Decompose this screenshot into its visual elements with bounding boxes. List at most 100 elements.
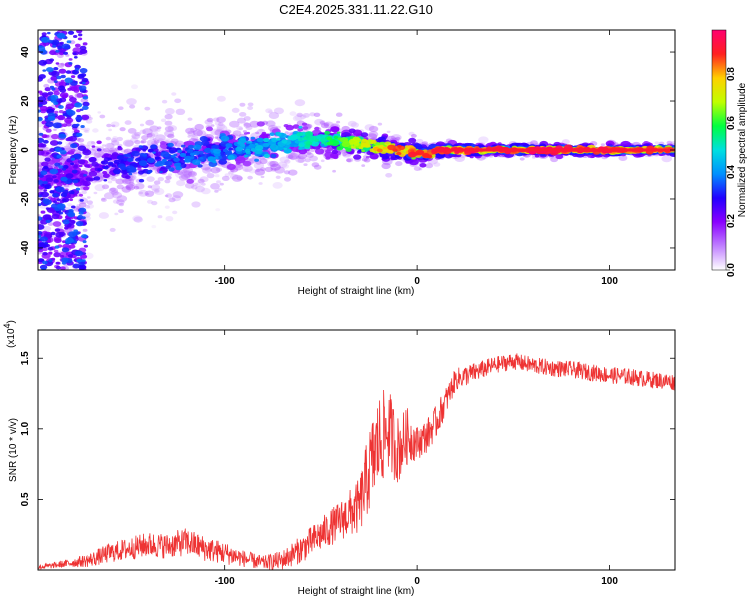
spectrogram-cell bbox=[121, 173, 129, 179]
spectrogram-cell bbox=[38, 150, 45, 156]
spectrogram-cell bbox=[55, 186, 65, 193]
spectrogram-cell bbox=[281, 163, 290, 169]
snr-y-label: SNR (10 * v/v) bbox=[8, 418, 19, 482]
spectrogram-cell bbox=[55, 265, 61, 270]
spectrogram-cell bbox=[153, 187, 165, 196]
spectrogram-cell bbox=[76, 137, 81, 141]
spectrogram-cell bbox=[83, 174, 87, 177]
spectrogram-cell bbox=[256, 137, 264, 143]
spectrogram-cell bbox=[385, 156, 390, 159]
spectrogram-cell bbox=[68, 135, 77, 142]
spectrogram-cell bbox=[56, 32, 66, 39]
spectrogram-cell bbox=[167, 133, 175, 139]
spectrogram-cell bbox=[65, 109, 73, 114]
spectrogram-cell bbox=[88, 156, 97, 163]
spectrogram-cell bbox=[111, 177, 117, 182]
spectrogram-cell bbox=[70, 143, 78, 149]
spectrogram-cell bbox=[134, 140, 141, 145]
spectrogram-cell bbox=[82, 180, 91, 187]
spectrogram-cell bbox=[61, 128, 66, 132]
spectrogram-cell bbox=[216, 123, 226, 130]
spectrogram-cell bbox=[80, 125, 85, 128]
spectrogram-cell bbox=[171, 195, 182, 202]
spectrogram-cell bbox=[109, 227, 116, 232]
spectrogram-cell bbox=[45, 174, 51, 179]
spectrogram-cell bbox=[78, 211, 84, 215]
spectrogram-cell bbox=[174, 98, 182, 104]
spectrogram-cell bbox=[38, 168, 42, 172]
spectrogram-cell bbox=[332, 169, 336, 173]
spectrogram-cell bbox=[361, 164, 366, 167]
spectrogram-cell bbox=[284, 131, 289, 134]
spectrogram-cell bbox=[187, 149, 194, 154]
spectrogram-cell bbox=[298, 143, 303, 147]
spectrogram-cell bbox=[74, 67, 80, 71]
spectrogram-cell bbox=[84, 205, 91, 209]
spectrogram-cell bbox=[59, 255, 65, 258]
spectrogram-cell bbox=[38, 180, 44, 185]
spectrogram-cell bbox=[203, 133, 209, 137]
spectrogram-cell bbox=[58, 85, 66, 91]
spectrogram-cell bbox=[201, 182, 206, 186]
spectrogram-y-tick-label: -40 bbox=[20, 240, 31, 255]
spectrogram-cell bbox=[83, 156, 88, 159]
spectrogram-cell bbox=[38, 109, 41, 113]
spectrogram-cell bbox=[161, 158, 167, 163]
spectrogram-cell bbox=[146, 157, 155, 164]
spectrogram-cell bbox=[117, 145, 122, 149]
spectrogram-cell bbox=[77, 138, 85, 143]
spectrogram-cell bbox=[57, 141, 63, 145]
spectrogram-cell bbox=[164, 126, 174, 132]
spectrogram-cell bbox=[38, 74, 46, 79]
spectrogram-cell bbox=[45, 152, 50, 155]
spectrogram-cell bbox=[201, 140, 210, 146]
spectrogram-cell bbox=[53, 67, 59, 71]
spectrogram-cell bbox=[73, 52, 77, 55]
spectrogram-cell bbox=[146, 133, 153, 138]
spectrogram-cell bbox=[320, 159, 325, 163]
spectrogram-cell bbox=[161, 99, 168, 104]
spectrogram-cell bbox=[250, 148, 257, 152]
spectrogram-cell bbox=[55, 62, 60, 65]
spectrogram-cell bbox=[71, 205, 76, 209]
spectrogram-cell bbox=[181, 169, 188, 174]
spectrogram-cell bbox=[68, 58, 73, 61]
spectrogram-cell bbox=[246, 131, 250, 135]
spectrogram-cell bbox=[65, 82, 70, 86]
spectrogram-cell bbox=[305, 152, 314, 158]
spectrogram-cell bbox=[323, 121, 334, 129]
spectrogram-cell bbox=[55, 147, 62, 152]
spectrogram-cell bbox=[61, 43, 71, 50]
spectrogram-cell bbox=[54, 238, 62, 244]
spectrogram-cell bbox=[243, 122, 250, 127]
spectrogram-cell bbox=[386, 130, 391, 133]
snr-y-tick-label: 1.0 bbox=[20, 421, 31, 435]
spectrogram-cell bbox=[242, 165, 253, 173]
spectrogram-cell bbox=[292, 115, 303, 122]
spectrogram-cell bbox=[38, 103, 43, 107]
spectrogram-cell bbox=[61, 257, 69, 263]
spectrogram-cell bbox=[70, 157, 76, 161]
spectrogram-cell bbox=[214, 174, 220, 178]
spectrogram-cell bbox=[63, 145, 72, 151]
spectrogram-cell bbox=[377, 148, 383, 153]
spectrogram-cell bbox=[57, 114, 66, 121]
spectrogram-cell bbox=[204, 167, 212, 172]
spectrogram-cell bbox=[326, 136, 333, 141]
spectrogram-cell bbox=[144, 190, 155, 197]
spectrogram-cell bbox=[39, 236, 49, 242]
spectrogram-cell bbox=[187, 130, 196, 137]
spectrogram-cell bbox=[179, 152, 187, 158]
spectrogram-cell bbox=[297, 137, 304, 142]
spectrogram-cell bbox=[45, 219, 51, 224]
spectrogram-cell bbox=[248, 143, 256, 149]
spectrogram-cell bbox=[212, 160, 217, 164]
spectrogram-panel: -100 0 100 -40 -20 0 20 40 Height of straight … bbox=[8, 29, 676, 297]
spectrogram-cell bbox=[81, 77, 89, 83]
spectrogram-cell bbox=[180, 169, 191, 176]
spectrogram-cell bbox=[188, 171, 197, 177]
spectrogram-cell bbox=[147, 199, 153, 204]
spectrogram-cell bbox=[216, 124, 228, 132]
spectrogram-cell bbox=[124, 140, 134, 147]
spectrogram-cell bbox=[333, 136, 339, 139]
